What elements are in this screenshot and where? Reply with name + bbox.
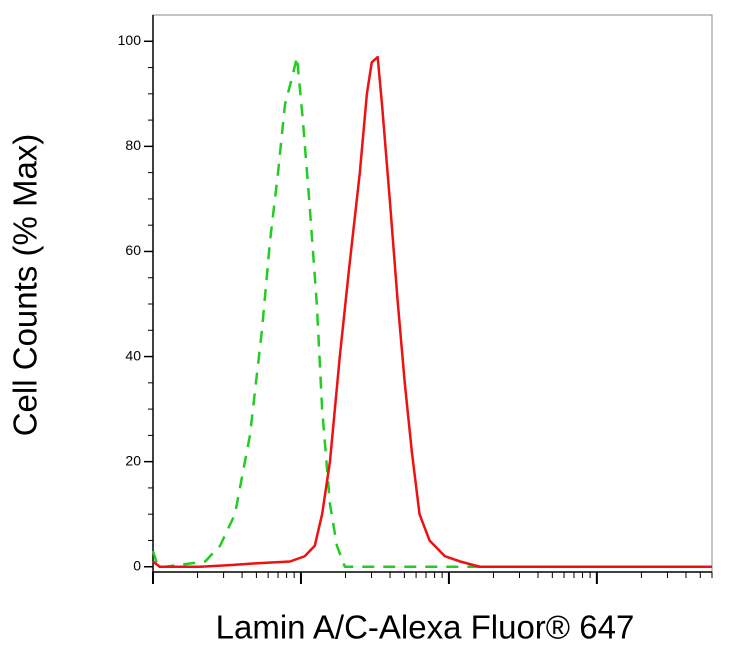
y-tick-label: 100 xyxy=(118,32,142,48)
series-line xyxy=(152,55,712,568)
y-tick-label: 80 xyxy=(125,137,141,153)
series-line xyxy=(151,55,712,568)
y-tick-label: 0 xyxy=(133,557,141,573)
plot-frame xyxy=(152,14,713,573)
y-tick-label: 40 xyxy=(125,347,141,363)
y-axis-label: Cell Counts (% Max) xyxy=(7,134,44,437)
y-tick-label: 60 xyxy=(125,242,141,258)
x-axis-label: Lamin A/C-Alexa Fluor® 647 xyxy=(216,609,635,646)
y-tick-label: 20 xyxy=(125,452,141,468)
